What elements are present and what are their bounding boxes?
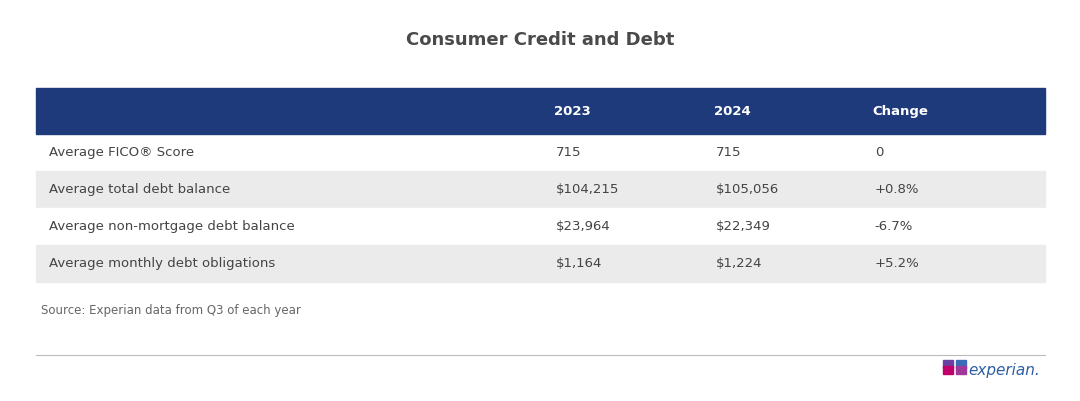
Text: experian.: experian. [969, 363, 1040, 378]
Text: 715: 715 [716, 146, 742, 159]
Text: Average FICO® Score: Average FICO® Score [49, 146, 193, 159]
Bar [943, 366, 953, 374]
Bar [36, 245, 1045, 282]
Bar [36, 171, 1045, 208]
Text: -6.7%: -6.7% [875, 220, 914, 233]
Bar [956, 366, 966, 374]
Text: Average non-mortgage debt balance: Average non-mortgage debt balance [49, 220, 295, 233]
Bar [36, 208, 1045, 245]
Text: $104,215: $104,215 [556, 183, 620, 196]
Bar [36, 88, 1045, 134]
Text: 0: 0 [875, 146, 883, 159]
Text: +5.2%: +5.2% [875, 257, 919, 270]
Text: $22,349: $22,349 [716, 220, 771, 233]
Text: Consumer Credit and Debt: Consumer Credit and Debt [406, 31, 674, 49]
Text: $23,964: $23,964 [556, 220, 611, 233]
Text: $1,164: $1,164 [556, 257, 603, 270]
Text: Average monthly debt obligations: Average monthly debt obligations [49, 257, 274, 270]
Text: $1,224: $1,224 [716, 257, 762, 270]
Bar [956, 360, 966, 368]
Text: Change: Change [873, 105, 929, 118]
Text: Average total debt balance: Average total debt balance [49, 183, 230, 196]
Text: Source: Experian data from Q3 of each year: Source: Experian data from Q3 of each ye… [41, 304, 301, 317]
Text: 2024: 2024 [714, 105, 751, 118]
Text: $105,056: $105,056 [716, 183, 780, 196]
Text: 715: 715 [556, 146, 582, 159]
Text: +0.8%: +0.8% [875, 183, 919, 196]
Bar [943, 360, 953, 368]
Bar [36, 134, 1045, 171]
Text: 2023: 2023 [554, 105, 591, 118]
